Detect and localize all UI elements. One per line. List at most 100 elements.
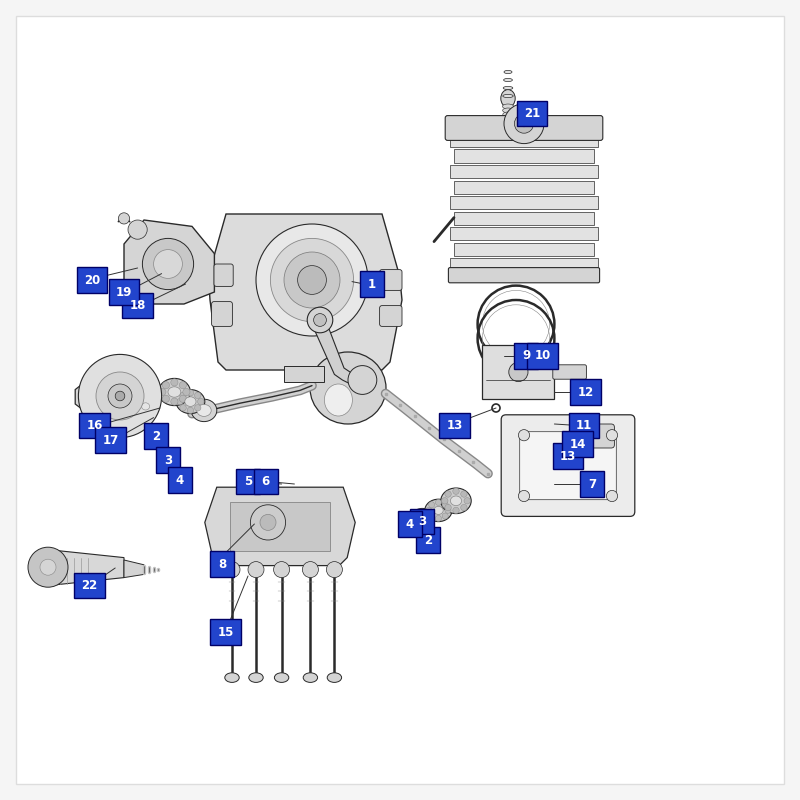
- Circle shape: [78, 354, 162, 438]
- Text: 17: 17: [102, 434, 118, 446]
- Text: 16: 16: [86, 419, 102, 432]
- Ellipse shape: [138, 399, 154, 414]
- FancyBboxPatch shape: [439, 413, 470, 438]
- Circle shape: [442, 513, 448, 519]
- Circle shape: [348, 366, 377, 394]
- Text: 3: 3: [418, 515, 426, 528]
- FancyBboxPatch shape: [210, 619, 241, 645]
- Circle shape: [162, 382, 170, 389]
- Bar: [450, 258, 598, 272]
- Circle shape: [521, 120, 527, 127]
- FancyBboxPatch shape: [156, 447, 180, 473]
- Ellipse shape: [225, 673, 239, 682]
- Ellipse shape: [303, 673, 318, 682]
- Text: 21: 21: [524, 107, 540, 120]
- Bar: [454, 212, 594, 225]
- Circle shape: [442, 498, 448, 504]
- Ellipse shape: [142, 402, 150, 410]
- Circle shape: [461, 491, 467, 498]
- Bar: [230, 502, 330, 551]
- Circle shape: [453, 488, 459, 494]
- Ellipse shape: [325, 384, 352, 416]
- Polygon shape: [124, 220, 214, 304]
- Circle shape: [435, 515, 442, 522]
- FancyBboxPatch shape: [553, 443, 583, 469]
- Circle shape: [314, 314, 326, 326]
- Polygon shape: [75, 354, 120, 438]
- Circle shape: [326, 562, 342, 578]
- Text: 11: 11: [576, 419, 592, 432]
- Polygon shape: [208, 214, 402, 370]
- Polygon shape: [314, 320, 364, 388]
- Text: 20: 20: [84, 274, 100, 286]
- Bar: [284, 366, 324, 382]
- Circle shape: [96, 372, 144, 420]
- Circle shape: [171, 378, 178, 386]
- Circle shape: [435, 499, 442, 506]
- FancyBboxPatch shape: [574, 424, 614, 448]
- FancyBboxPatch shape: [214, 264, 234, 286]
- Circle shape: [426, 507, 432, 514]
- Circle shape: [518, 430, 530, 441]
- FancyBboxPatch shape: [168, 467, 192, 493]
- FancyBboxPatch shape: [445, 115, 603, 141]
- Circle shape: [606, 430, 618, 441]
- Ellipse shape: [502, 108, 514, 113]
- Circle shape: [445, 507, 451, 514]
- Circle shape: [464, 498, 470, 504]
- Ellipse shape: [501, 90, 515, 107]
- Circle shape: [28, 547, 68, 587]
- Circle shape: [274, 562, 290, 578]
- Text: 5: 5: [244, 475, 252, 488]
- FancyBboxPatch shape: [379, 306, 402, 326]
- FancyBboxPatch shape: [410, 509, 434, 534]
- FancyBboxPatch shape: [553, 365, 586, 379]
- Bar: [450, 196, 598, 210]
- Ellipse shape: [503, 120, 513, 125]
- Ellipse shape: [197, 405, 211, 416]
- Ellipse shape: [176, 390, 205, 414]
- Ellipse shape: [158, 378, 190, 406]
- FancyBboxPatch shape: [398, 511, 422, 537]
- Circle shape: [198, 398, 204, 405]
- Ellipse shape: [185, 397, 196, 406]
- Bar: [450, 165, 598, 178]
- Ellipse shape: [434, 506, 443, 514]
- FancyBboxPatch shape: [569, 413, 599, 438]
- FancyBboxPatch shape: [416, 527, 440, 553]
- Circle shape: [179, 395, 186, 402]
- Circle shape: [118, 213, 130, 224]
- FancyBboxPatch shape: [580, 471, 604, 497]
- FancyBboxPatch shape: [122, 293, 153, 318]
- FancyBboxPatch shape: [501, 414, 635, 517]
- Circle shape: [158, 388, 166, 396]
- FancyBboxPatch shape: [360, 271, 384, 297]
- Bar: [454, 150, 594, 162]
- Ellipse shape: [504, 78, 513, 82]
- Ellipse shape: [502, 94, 514, 98]
- Circle shape: [180, 405, 186, 411]
- Ellipse shape: [503, 116, 513, 121]
- Circle shape: [442, 502, 448, 508]
- Circle shape: [154, 250, 182, 278]
- Circle shape: [194, 405, 201, 411]
- Ellipse shape: [450, 496, 462, 506]
- Circle shape: [250, 505, 286, 540]
- Circle shape: [445, 504, 451, 510]
- Text: 13: 13: [560, 450, 576, 462]
- Polygon shape: [48, 550, 124, 586]
- Circle shape: [429, 513, 434, 519]
- Circle shape: [187, 407, 194, 414]
- Circle shape: [179, 382, 186, 389]
- Text: 13: 13: [446, 419, 462, 432]
- Circle shape: [108, 384, 132, 408]
- Text: 6: 6: [262, 475, 270, 488]
- Text: 4: 4: [406, 518, 414, 530]
- Text: 2: 2: [424, 534, 432, 546]
- Text: 19: 19: [116, 286, 132, 298]
- Ellipse shape: [410, 509, 434, 529]
- Text: 7: 7: [588, 478, 596, 490]
- Text: 14: 14: [570, 438, 586, 450]
- Circle shape: [248, 562, 264, 578]
- Text: 8: 8: [218, 558, 226, 570]
